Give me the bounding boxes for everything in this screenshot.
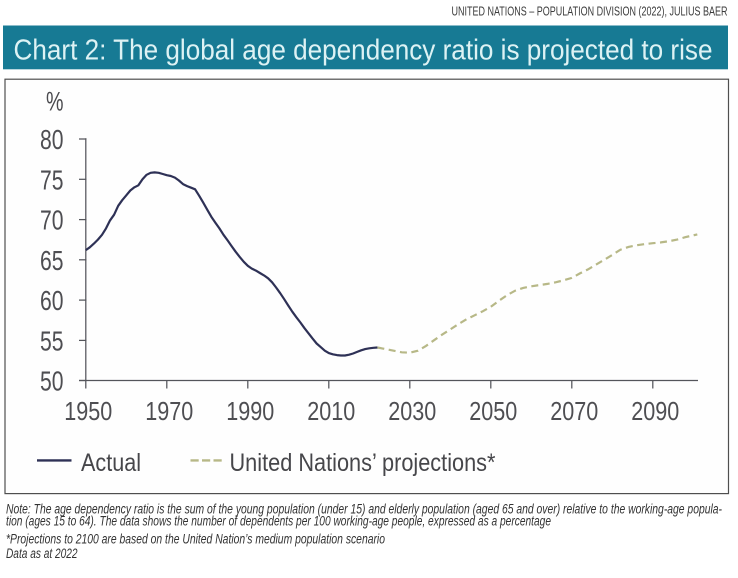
- svg-text:Actual: Actual: [81, 449, 141, 477]
- svg-text:1970: 1970: [145, 398, 193, 426]
- svg-text:United Nations’ projections*: United Nations’ projections*: [230, 449, 496, 477]
- svg-text:%: %: [46, 86, 64, 116]
- svg-text:80: 80: [40, 124, 64, 155]
- svg-text:1950: 1950: [64, 398, 112, 426]
- svg-text:65: 65: [40, 245, 64, 276]
- svg-text:Note: The age dependency ratio: Note: The age dependency ratio is the su…: [6, 502, 722, 517]
- svg-text:2070: 2070: [550, 398, 598, 426]
- svg-text:Data as at 2022: Data as at 2022: [6, 546, 78, 561]
- svg-text:75: 75: [40, 164, 64, 195]
- svg-text:Chart 2: The global age depend: Chart 2: The global age dependency ratio…: [14, 35, 713, 67]
- svg-text:*Projections to 2100 are based: *Projections to 2100 are based on the Un…: [6, 532, 385, 547]
- svg-text:2050: 2050: [469, 398, 517, 426]
- svg-text:1990: 1990: [226, 398, 274, 426]
- svg-text:50: 50: [40, 366, 64, 397]
- svg-text:tion (ages 15 to 64). The data: tion (ages 15 to 64). The data shows the…: [6, 514, 551, 529]
- svg-text:2090: 2090: [631, 398, 679, 426]
- svg-text:UNITED NATIONS – POPULATION DI: UNITED NATIONS – POPULATION DIVISION (20…: [452, 5, 728, 19]
- svg-text:55: 55: [40, 325, 64, 356]
- svg-text:2010: 2010: [307, 398, 355, 426]
- svg-text:70: 70: [40, 205, 64, 236]
- svg-text:2030: 2030: [388, 398, 436, 426]
- svg-text:60: 60: [40, 285, 64, 316]
